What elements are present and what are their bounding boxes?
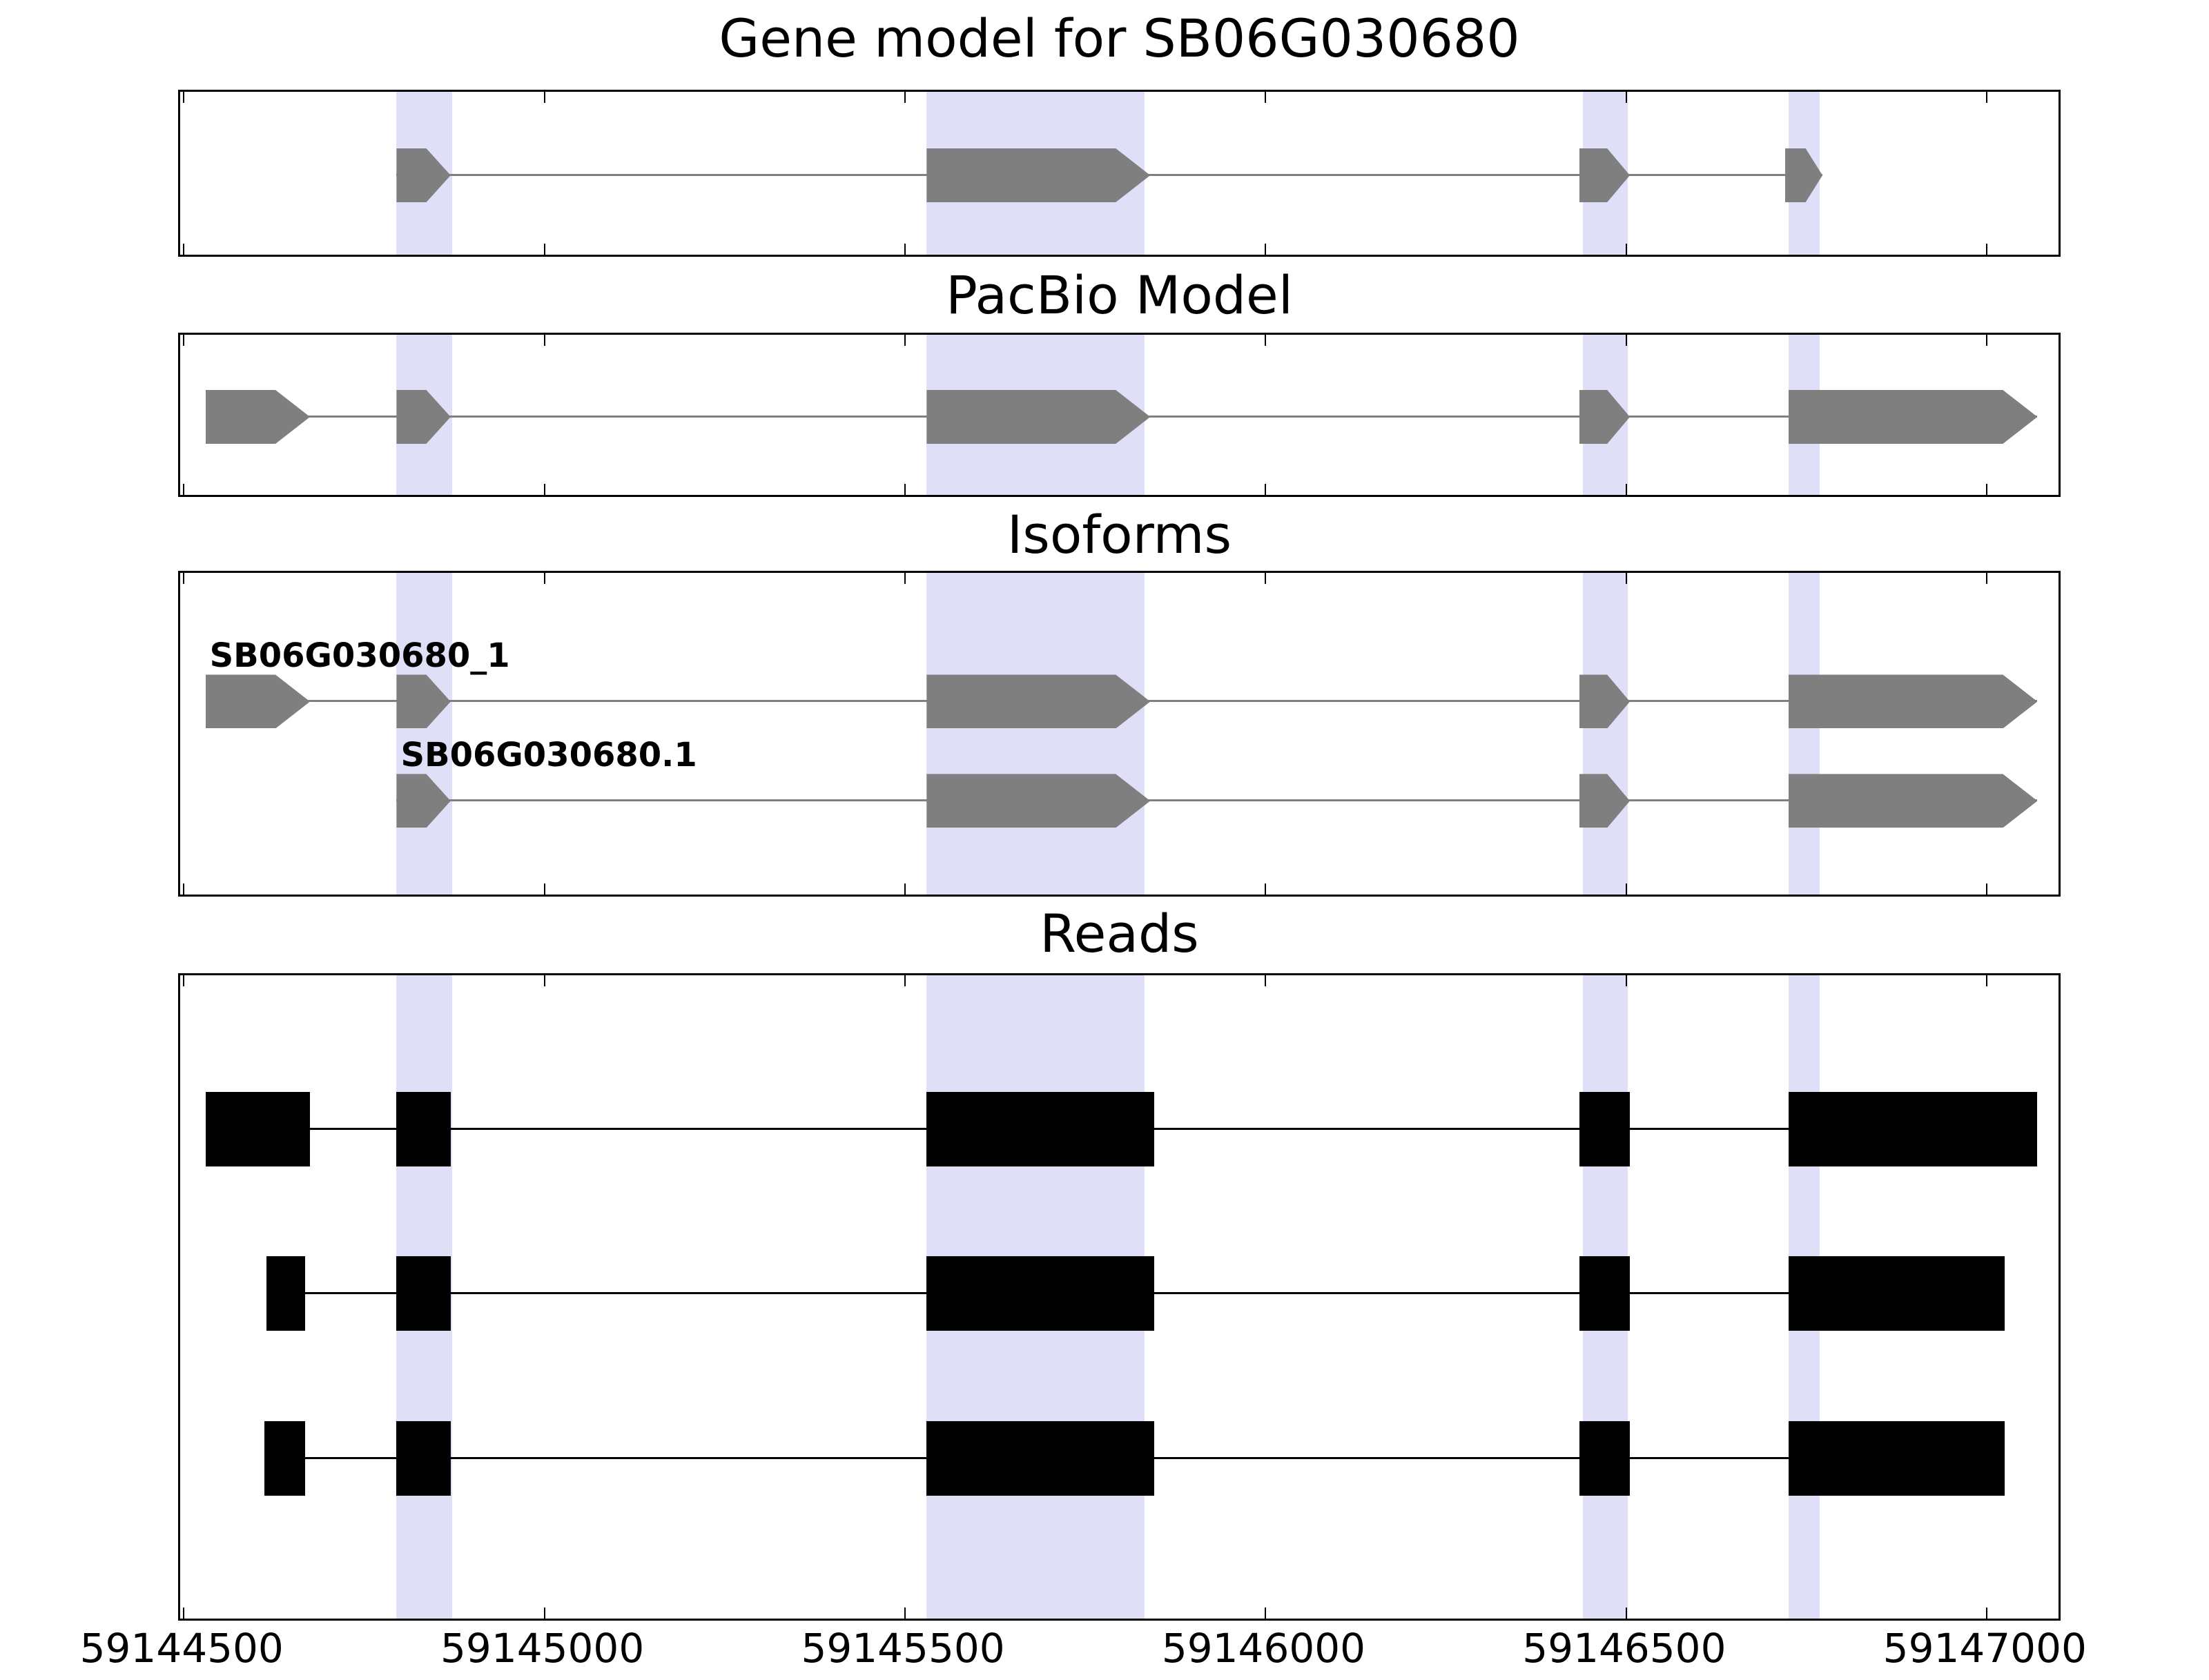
axis-tick: [904, 92, 906, 103]
x-tick-label: 59146500: [1522, 1625, 1726, 1672]
exon-block: [1789, 674, 2037, 728]
axis-tick: [543, 573, 545, 584]
exon-block: [1579, 1420, 1631, 1496]
axis-tick: [1625, 573, 1627, 584]
exon-block: [264, 1420, 305, 1496]
axis-tick: [1986, 244, 1988, 255]
exon-block: [926, 1092, 1154, 1167]
exon-block: [1788, 1420, 2005, 1496]
isoform-label: SB06G030680.1: [400, 736, 697, 775]
pacbio-panel: [178, 333, 2061, 497]
axis-tick: [1625, 335, 1627, 346]
axis-tick: [1265, 92, 1267, 103]
gene-model-title: Gene model for SB06G030680: [719, 8, 1520, 69]
axis-tick: [543, 244, 545, 255]
axis-tick: [904, 484, 906, 495]
axis-tick: [904, 573, 906, 584]
axis-tick: [183, 92, 185, 103]
x-tick-label: 59145500: [801, 1625, 1005, 1672]
reads-title: Reads: [1040, 903, 1199, 964]
axis-tick: [543, 975, 545, 986]
highlight-band: [1788, 573, 1820, 895]
axis-tick: [543, 1608, 545, 1619]
axis-tick: [1986, 975, 1988, 986]
exon-block: [266, 1256, 305, 1331]
pacbio-title: PacBio Model: [946, 264, 1293, 326]
exon-block: [396, 1256, 451, 1331]
axis-tick: [1986, 1608, 1988, 1619]
exon-block: [1788, 1092, 2038, 1167]
axis-tick: [1625, 92, 1627, 103]
axis-tick: [1986, 92, 1988, 103]
axis-tick: [1625, 244, 1627, 255]
axis-tick: [183, 244, 185, 255]
axis-tick: [904, 975, 906, 986]
exon-block: [926, 1420, 1154, 1496]
highlight-band: [1583, 573, 1628, 895]
axis-tick: [904, 883, 906, 895]
exon-block: [1579, 1092, 1631, 1167]
axis-tick: [1265, 1608, 1267, 1619]
axis-tick: [1625, 975, 1627, 986]
isoforms-panel: SB06G030680_1 SB06G030680.1: [178, 571, 2061, 897]
axis-tick: [183, 573, 185, 584]
axis-tick: [904, 335, 906, 346]
exon-block: [205, 1092, 311, 1167]
axis-tick: [183, 883, 185, 895]
exon-block: [396, 1092, 451, 1167]
gene-model-panel: [178, 90, 2061, 257]
isoform-label: SB06G030680_1: [209, 636, 510, 676]
axis-tick: [183, 975, 185, 986]
highlight-band: [926, 573, 1145, 895]
intron-line: [396, 799, 2038, 802]
exon-block: [206, 674, 311, 728]
x-tick-label: 59145000: [440, 1625, 645, 1672]
axis-tick: [543, 92, 545, 103]
axis-tick: [183, 1608, 185, 1619]
exon-block: [926, 148, 1150, 202]
axis-tick: [1265, 484, 1267, 495]
axis-tick: [1986, 335, 1988, 346]
axis-tick: [183, 335, 185, 346]
x-tick-label: 59146000: [1161, 1625, 1366, 1672]
highlight-band: [396, 573, 452, 895]
axis-tick: [1265, 573, 1267, 584]
axis-tick: [183, 484, 185, 495]
exon-block: [926, 1256, 1154, 1331]
exon-block: [206, 390, 311, 444]
exon-block: [1788, 1256, 2005, 1331]
exon-block: [926, 674, 1150, 728]
axis-tick: [904, 244, 906, 255]
exon-block: [1579, 1256, 1631, 1331]
exon-block: [396, 1420, 451, 1496]
axis-tick: [543, 335, 545, 346]
axis-tick: [543, 484, 545, 495]
axis-tick: [1986, 573, 1988, 584]
x-tick-label: 59147000: [1882, 1625, 2087, 1672]
axis-tick: [1625, 1608, 1627, 1619]
reads-panel: [178, 973, 2061, 1621]
axis-tick: [1986, 484, 1988, 495]
x-tick-label: 59144500: [79, 1625, 284, 1672]
axis-tick: [1625, 883, 1627, 895]
axis-tick: [1265, 975, 1267, 986]
exon-block: [926, 390, 1150, 444]
x-axis: 59144500 59145000 59145500 59146000 59146500…: [80, 1625, 2087, 1680]
axis-tick: [1265, 335, 1267, 346]
axis-tick: [1625, 484, 1627, 495]
axis-tick: [1265, 883, 1267, 895]
exon-block: [1789, 390, 2037, 444]
axis-tick: [1265, 244, 1267, 255]
axis-tick: [543, 883, 545, 895]
exon-block: [926, 774, 1150, 828]
exon-block: [1789, 774, 2037, 828]
isoforms-title: Isoforms: [1006, 504, 1232, 565]
axis-tick: [1986, 883, 1988, 895]
axis-tick: [904, 1608, 906, 1619]
